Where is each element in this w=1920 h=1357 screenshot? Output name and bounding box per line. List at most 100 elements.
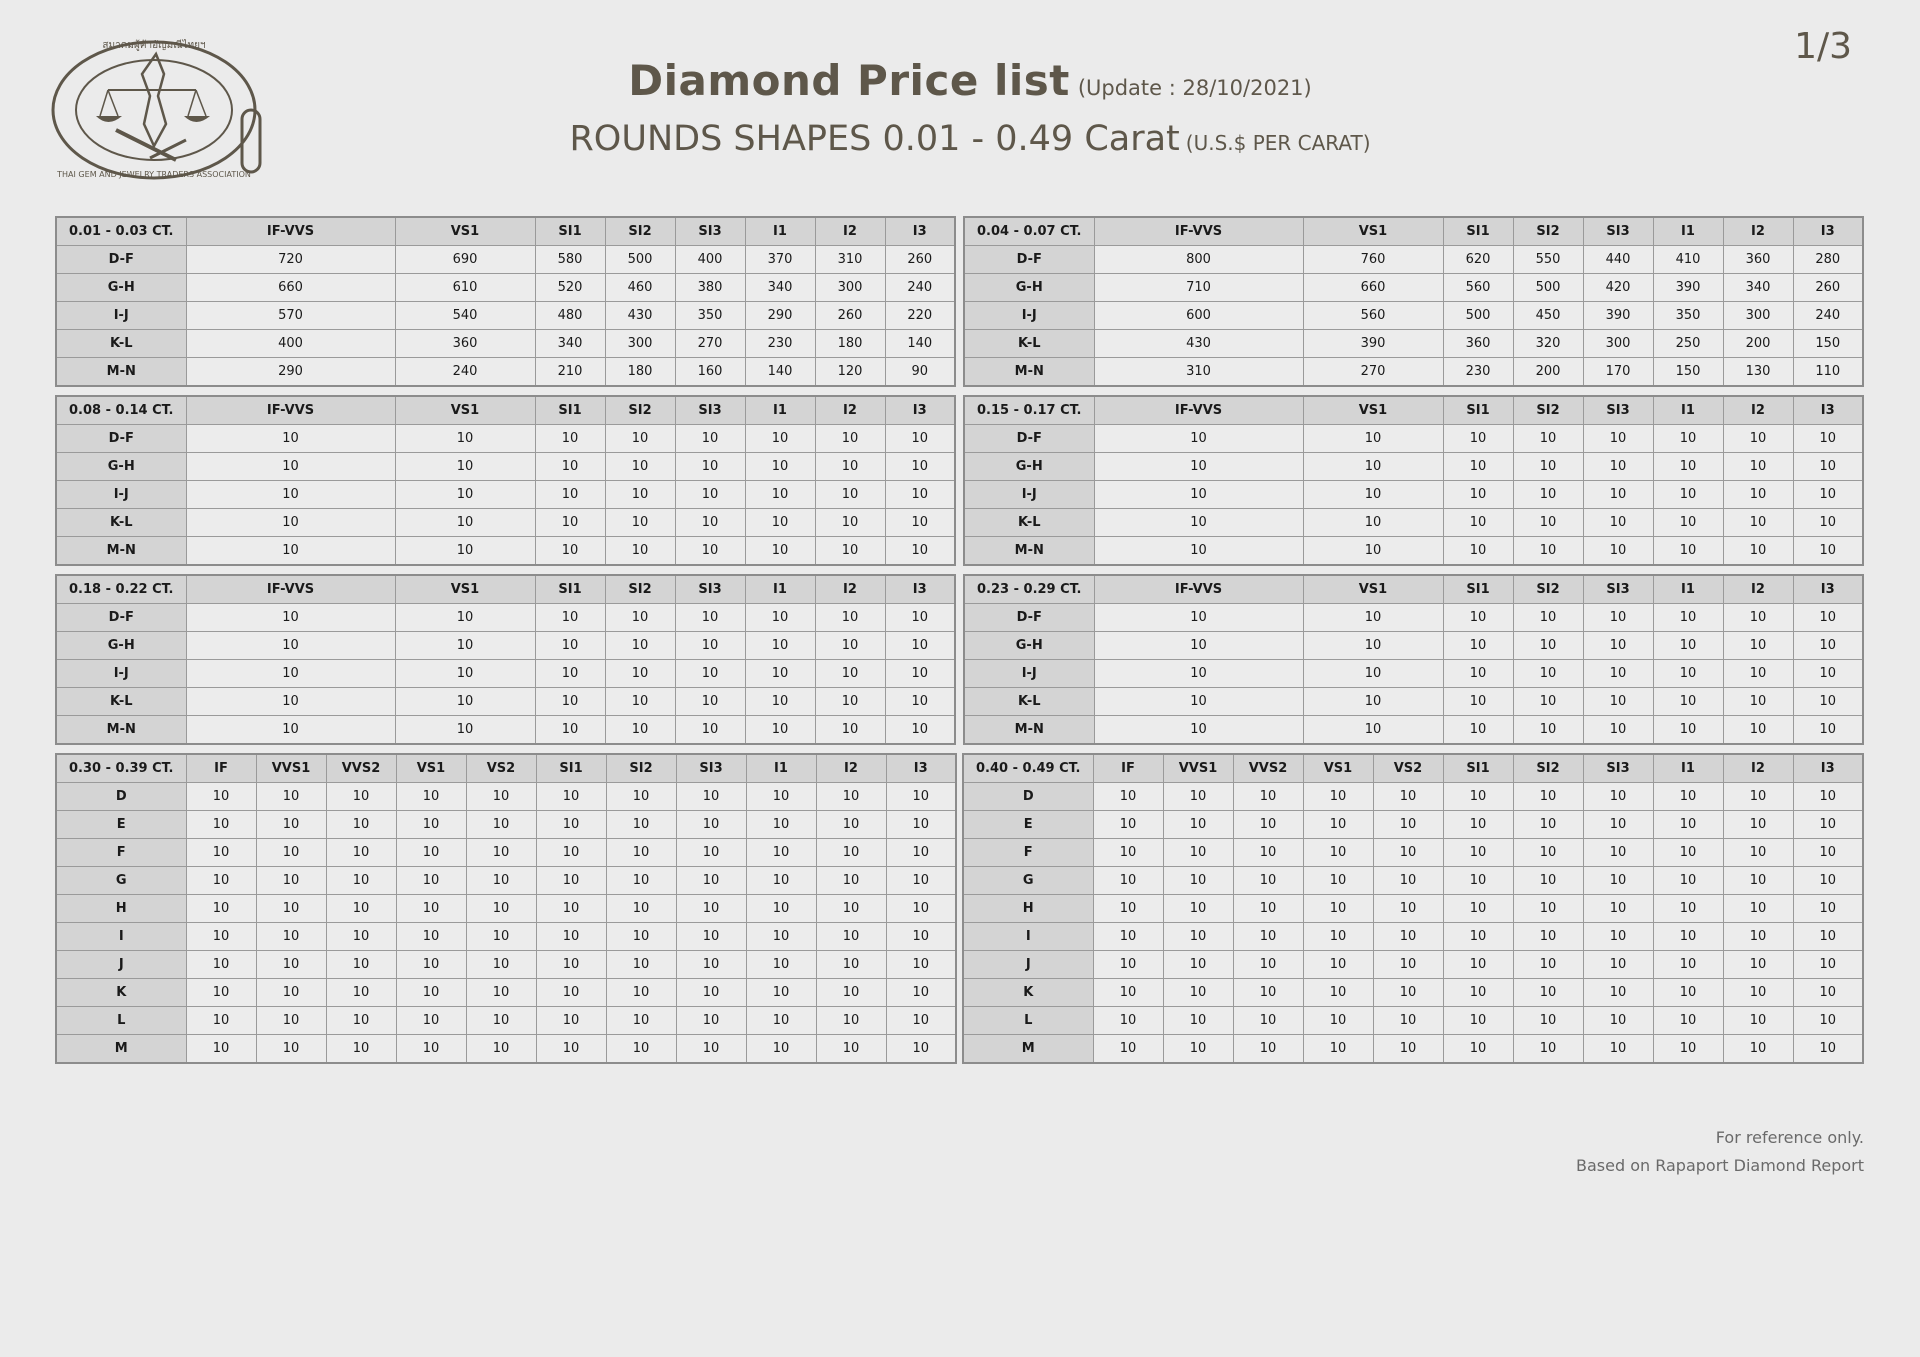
price-cell: 10 <box>325 894 397 923</box>
color-grade-label: D-F <box>963 603 1095 632</box>
price-cell: 10 <box>1232 782 1304 811</box>
price-cell: 140 <box>884 329 956 358</box>
price-tables: 0.01 - 0.03 CT. IF-VVS VS1 SI1 SI2 SI3 I1 I2 I3 D… <box>55 216 1864 1072</box>
price-cell: 10 <box>185 1034 257 1064</box>
clarity-column-header: I2 <box>814 574 886 604</box>
price-cell: 10 <box>1442 922 1514 951</box>
price-cell: 10 <box>745 950 817 979</box>
price-cell: 10 <box>1302 978 1374 1007</box>
price-cell: 10 <box>395 782 467 811</box>
price-cell: 10 <box>1093 452 1304 481</box>
table-row: G-H 10 10 10 10 10 10 10 10 <box>55 631 956 660</box>
price-cell: 710 <box>1093 273 1304 302</box>
price-cell: 10 <box>1652 1034 1724 1064</box>
price-cell: 10 <box>1582 866 1654 895</box>
price-cell: 10 <box>1162 782 1234 811</box>
price-cell: 10 <box>535 1034 607 1064</box>
price-cell: 10 <box>745 782 817 811</box>
clarity-column-header: VS1 <box>1302 574 1444 604</box>
price-cell: 10 <box>885 922 957 951</box>
price-cell: 440 <box>1582 245 1654 274</box>
price-cell: 180 <box>814 329 886 358</box>
price-cell: 10 <box>885 978 957 1007</box>
price-cell: 310 <box>1093 357 1304 387</box>
table-row: L 10 10 10 10 10 10 10 10 10 10 10 <box>962 1006 1864 1035</box>
price-cell: 10 <box>885 782 957 811</box>
price-cell: 10 <box>814 536 886 566</box>
price-cell: 10 <box>814 480 886 509</box>
price-cell: 360 <box>1442 329 1514 358</box>
clarity-column-header: SI1 <box>535 753 607 783</box>
price-cell: 10 <box>325 782 397 811</box>
price-cell: 10 <box>1722 603 1794 632</box>
price-cell: 500 <box>1442 301 1514 330</box>
price-cell: 10 <box>185 894 257 923</box>
price-cell: 400 <box>674 245 746 274</box>
price-table: 0.30 - 0.39 CT. IF VVS1 VVS2 VS1 VS2 SI1 SI2 SI3… <box>55 753 957 1064</box>
color-grade-label: E <box>962 810 1094 839</box>
clarity-column-header: VS1 <box>1302 395 1444 425</box>
color-grade-label: I <box>55 922 187 951</box>
price-cell: 10 <box>1302 838 1374 867</box>
price-cell: 10 <box>1512 424 1584 453</box>
color-grade-label: M-N <box>963 536 1095 566</box>
price-cell: 10 <box>1302 424 1444 453</box>
price-cell: 350 <box>1652 301 1724 330</box>
price-cell: 10 <box>1582 1034 1654 1064</box>
color-grade-label: H <box>962 894 1094 923</box>
price-cell: 10 <box>604 715 676 745</box>
price-cell: 10 <box>1652 810 1724 839</box>
price-cell: 10 <box>534 715 606 745</box>
price-cell: 10 <box>1442 603 1514 632</box>
clarity-column-header: SI3 <box>1582 395 1654 425</box>
clarity-column-header: SI2 <box>1512 395 1584 425</box>
table-row: F 10 10 10 10 10 10 10 10 10 10 10 <box>962 838 1864 867</box>
price-cell: 10 <box>1582 424 1654 453</box>
price-cell: 10 <box>1093 603 1304 632</box>
price-cell: 10 <box>1512 452 1584 481</box>
price-cell: 10 <box>255 1034 327 1064</box>
price-cell: 10 <box>1442 508 1514 537</box>
price-cell: 10 <box>1652 603 1724 632</box>
price-cell: 10 <box>325 950 397 979</box>
price-cell: 10 <box>1792 1034 1864 1064</box>
price-cell: 10 <box>1442 536 1514 566</box>
price-cell: 10 <box>1092 1034 1164 1064</box>
price-cell: 10 <box>1722 978 1794 1007</box>
price-cell: 520 <box>534 273 606 302</box>
price-cell: 10 <box>1232 978 1304 1007</box>
price-cell: 10 <box>1302 508 1444 537</box>
clarity-column-header: VS2 <box>1372 753 1444 783</box>
table-row: D-F 10 10 10 10 10 10 10 10 <box>963 603 1864 632</box>
price-cell: 720 <box>185 245 396 274</box>
price-cell: 10 <box>1722 508 1794 537</box>
price-cell: 10 <box>1652 1006 1724 1035</box>
table-header-row: 0.23 - 0.29 CT. IF-VVS VS1 SI1 SI2 SI3 I1 I2 I3 <box>963 574 1864 604</box>
clarity-column-header: SI1 <box>1442 395 1514 425</box>
color-grade-label: L <box>962 1006 1094 1035</box>
price-cell: 10 <box>745 894 817 923</box>
price-cell: 10 <box>395 950 467 979</box>
table-row: K-L 430 390 360 320 300 250 200 150 <box>963 329 1864 358</box>
price-cell: 10 <box>1582 631 1654 660</box>
price-cell: 10 <box>185 659 396 688</box>
price-cell: 10 <box>1302 782 1374 811</box>
price-cell: 10 <box>1442 715 1514 745</box>
price-cell: 10 <box>185 950 257 979</box>
table-row: I-J 600 560 500 450 390 350 300 240 <box>963 301 1864 330</box>
color-grade-label: M-N <box>55 715 187 745</box>
color-grade-label: G <box>962 866 1094 895</box>
clarity-column-header: I1 <box>1652 216 1724 246</box>
price-cell: 10 <box>185 782 257 811</box>
price-cell: 10 <box>1162 922 1234 951</box>
clarity-column-header: I1 <box>1652 753 1724 783</box>
price-cell: 10 <box>185 978 257 1007</box>
price-cell: 10 <box>1652 687 1724 716</box>
price-cell: 500 <box>604 245 676 274</box>
color-grade-label: M <box>55 1034 187 1064</box>
price-cell: 10 <box>1092 978 1164 1007</box>
price-cell: 10 <box>675 866 747 895</box>
price-cell: 10 <box>395 866 467 895</box>
table-row: G-H 10 10 10 10 10 10 10 10 <box>963 452 1864 481</box>
price-cell: 340 <box>534 329 606 358</box>
